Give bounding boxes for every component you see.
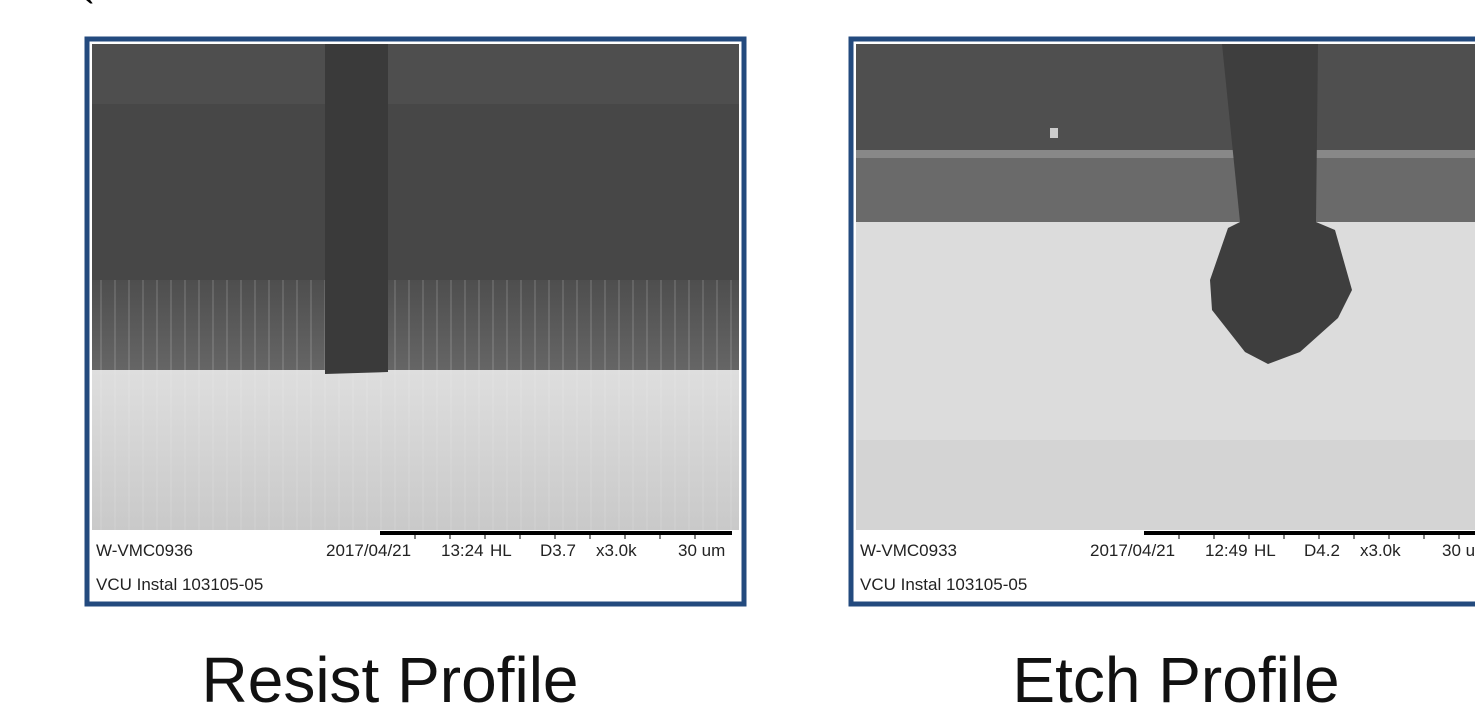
- sample: VCU Instal 103105-05: [96, 575, 263, 594]
- scale: 30 um: [1442, 541, 1475, 560]
- sample: VCU Instal 103105-05: [860, 575, 1027, 594]
- caption: Resist Profile: [202, 644, 579, 713]
- time: 12:49: [1205, 541, 1248, 560]
- magnification: x3.0k: [596, 541, 637, 560]
- date: 2017/04/21: [326, 541, 411, 560]
- image-id: W-VMC0933: [860, 541, 957, 560]
- time: 13:24: [441, 541, 484, 560]
- mode: HL: [1254, 541, 1276, 560]
- caption: Etch Profile: [1012, 644, 1339, 713]
- sem-panel: [848, 36, 1475, 607]
- stray-mark: `: [80, 0, 96, 43]
- magnification: x3.0k: [1360, 541, 1401, 560]
- mode: HL: [490, 541, 512, 560]
- image-id: W-VMC0936: [96, 541, 193, 560]
- sem-panel: [84, 36, 747, 607]
- distance: D4.2: [1304, 541, 1340, 560]
- scale: 30 um: [678, 541, 725, 560]
- date: 2017/04/21: [1090, 541, 1175, 560]
- distance: D3.7: [540, 541, 576, 560]
